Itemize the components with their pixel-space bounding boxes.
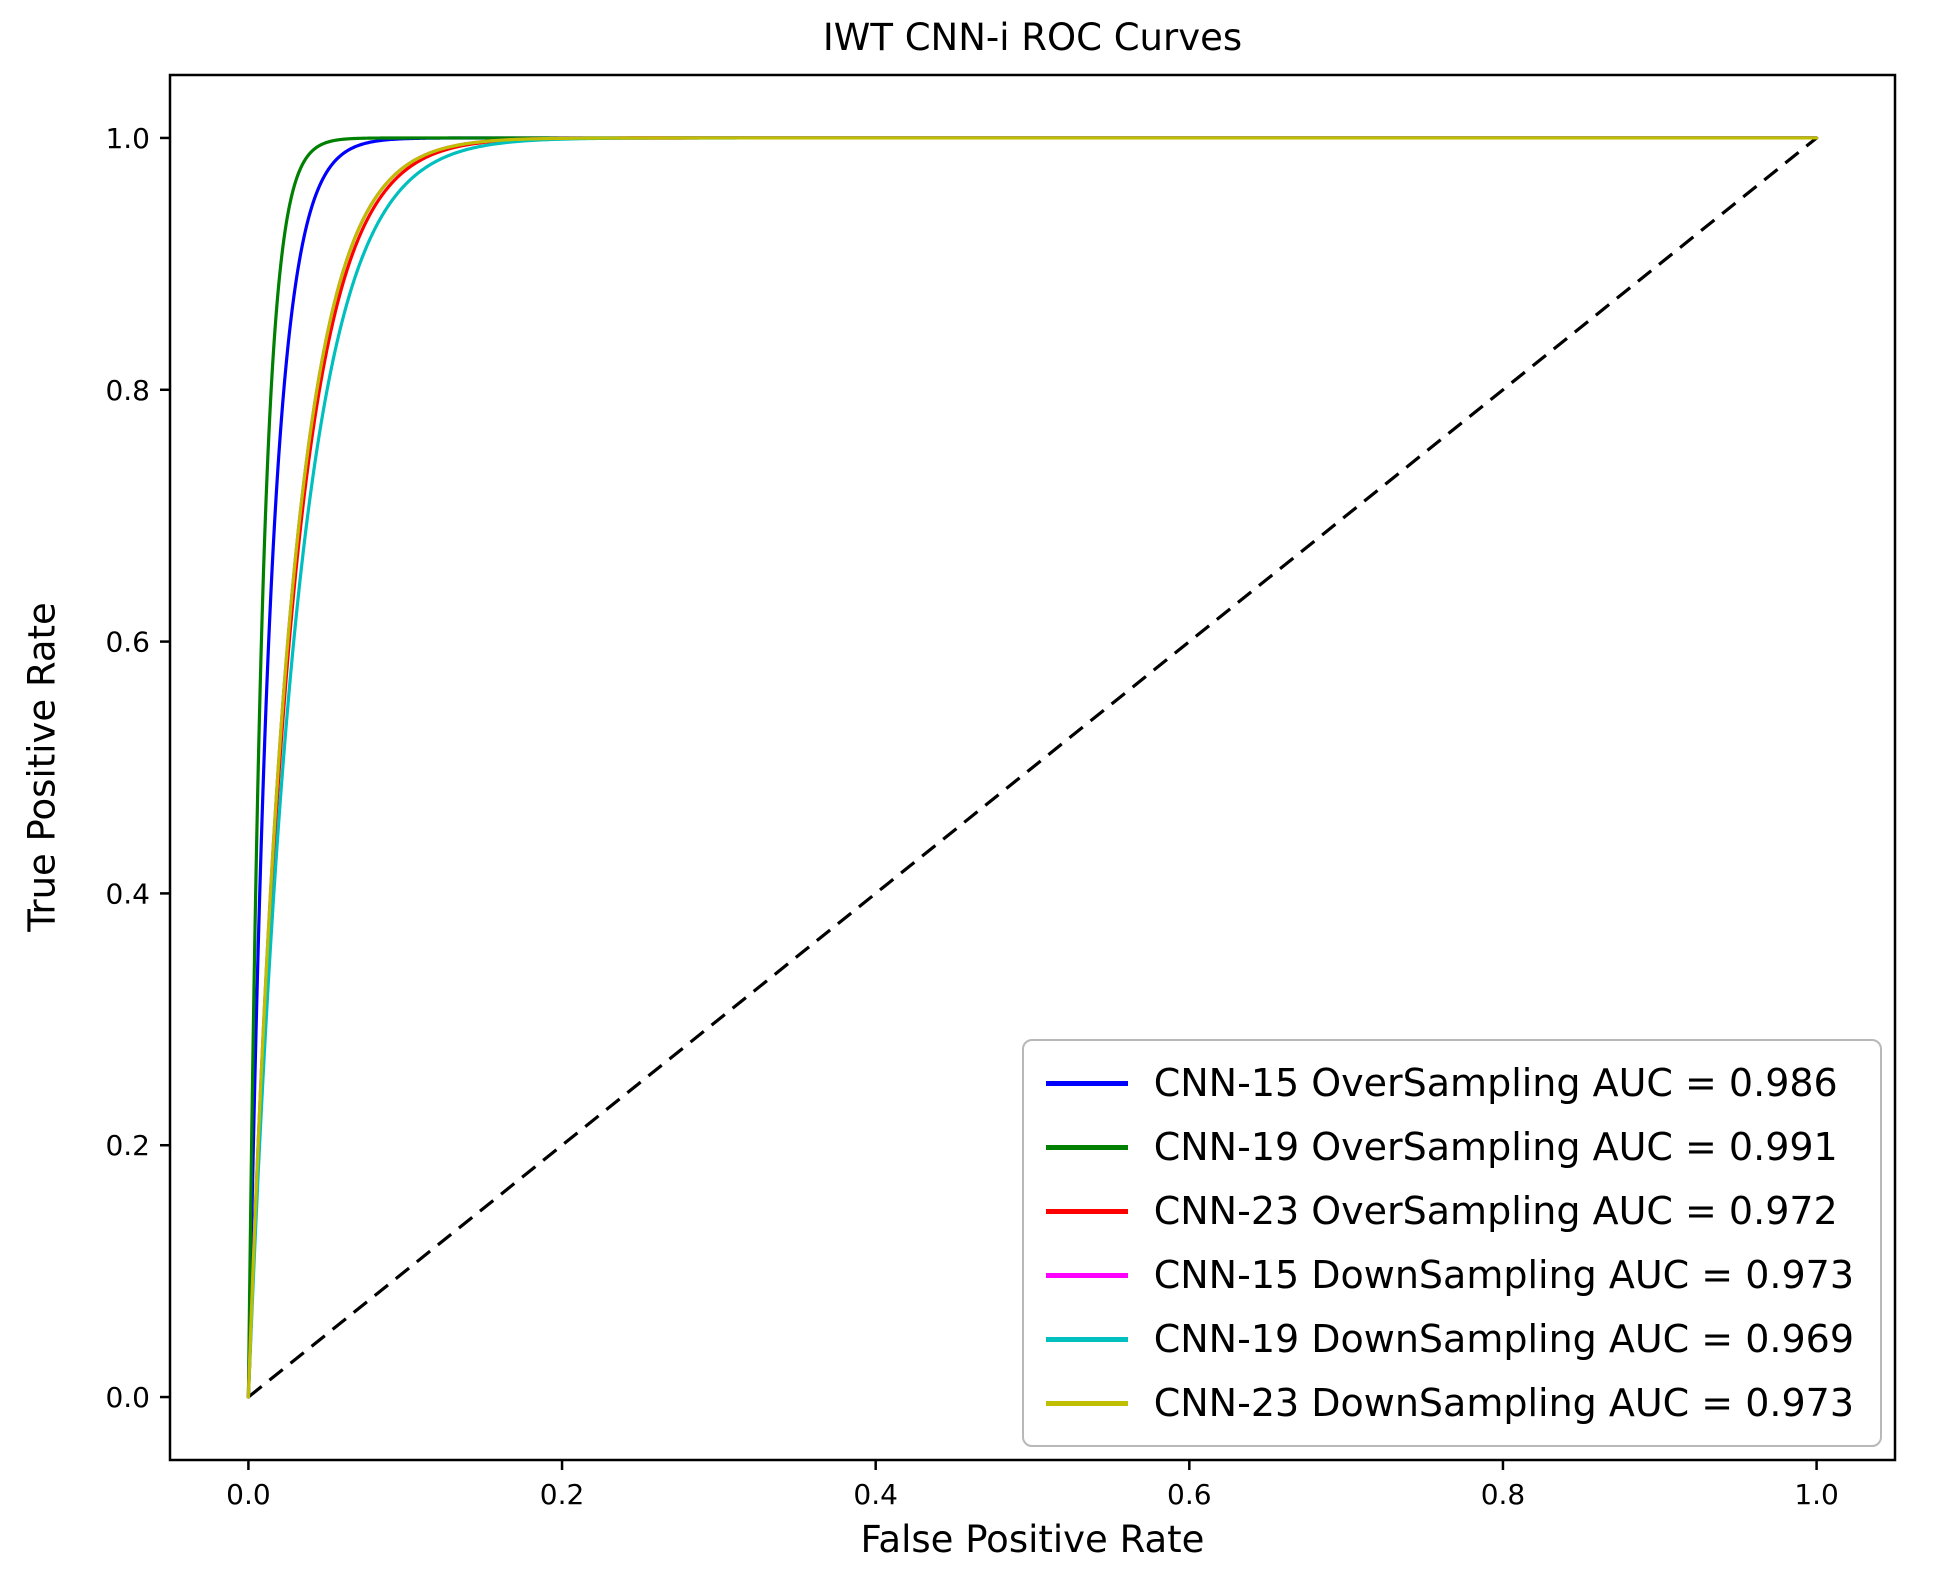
y-tick-label: 1.0 [105,122,150,155]
x-tick-label: 0.2 [540,1478,585,1511]
plot-border [168,73,1897,1462]
legend-label: CNN-23 OverSampling AUC = 0.972 [1153,1189,1838,1233]
legend-label: CNN-19 OverSampling AUC = 0.991 [1153,1125,1838,1169]
y-tick-label: 0.2 [105,1129,150,1162]
legend-label: CNN-15 OverSampling AUC = 0.986 [1153,1061,1838,1105]
x-tick-label: 1.0 [1794,1478,1839,1511]
legend-item-cnn-23-downsampling: CNN-23 DownSampling AUC = 0.973 [1045,1375,1854,1431]
y-tick-label: 0.6 [105,626,150,659]
x-tick-label: 0.0 [226,1478,271,1511]
y-tick-label: 0.4 [105,877,150,910]
legend-line-swatch [1045,1272,1128,1278]
x-axis-label: False Positive Rate [860,1518,1205,1561]
legend-label: CNN-15 DownSampling AUC = 0.973 [1153,1253,1854,1297]
legend-item-cnn-15-oversampling: CNN-15 OverSampling AUC = 0.986 [1045,1055,1854,1111]
y-tick-label: 0.0 [105,1381,150,1414]
legend-item-cnn-23-oversampling: CNN-23 OverSampling AUC = 0.972 [1045,1183,1854,1239]
legend-item-cnn-19-oversampling: CNN-19 OverSampling AUC = 0.991 [1045,1119,1854,1175]
legend-line-swatch [1045,1144,1128,1150]
legend-box: CNN-15 OverSampling AUC = 0.986 CNN-19 Ov… [1021,1039,1882,1447]
legend-item-cnn-19-downsampling: CNN-19 DownSampling AUC = 0.969 [1045,1311,1854,1367]
legend-line-swatch [1045,1080,1128,1086]
legend-item-cnn-15-downsampling: CNN-15 DownSampling AUC = 0.973 [1045,1247,1854,1303]
y-axis-label: True Positive Rate [20,602,64,932]
legend-label: CNN-23 DownSampling AUC = 0.973 [1153,1381,1854,1425]
x-tick-label: 0.4 [853,1478,898,1511]
legend-line-swatch [1045,1400,1128,1406]
legend-line-swatch [1045,1336,1128,1342]
x-tick-label: 0.8 [1481,1478,1526,1511]
chance-diagonal-line [247,136,1818,1399]
legend-line-swatch [1045,1208,1128,1214]
legend-label: CNN-19 DownSampling AUC = 0.969 [1153,1317,1854,1361]
roc-curve-cnn-23-downsampling [246,136,1819,1399]
chart-title: IWT CNN-i ROC Curves [822,16,1243,59]
y-tick-label: 0.8 [105,374,150,407]
x-tick-label: 0.6 [1167,1478,1212,1511]
